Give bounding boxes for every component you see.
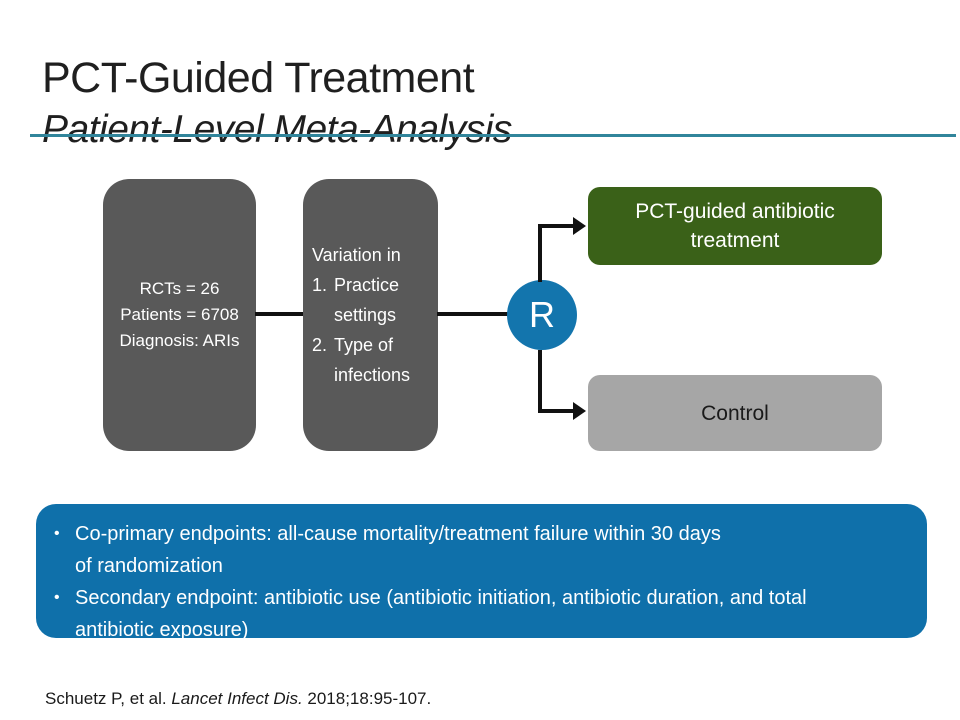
title-divider — [30, 134, 956, 137]
slide-subtitle: Patient-Level Meta-Analysis — [42, 108, 512, 152]
variation-heading: Variation in — [312, 245, 401, 265]
variation-item-2: 2. Type of infections — [312, 330, 438, 390]
variation-item-1-number: 1. — [312, 275, 328, 295]
endpoint-coprimary-line2: of randomization — [75, 555, 223, 577]
citation: Schuetz P, et al. Lancet Infect Dis. 201… — [45, 689, 431, 709]
control-arm-label: Control — [701, 401, 769, 425]
endpoint-coprimary: • Co-primary endpoints: all-cause mortal… — [54, 518, 907, 582]
arrowhead-to-control-arm — [573, 402, 586, 420]
endpoint-secondary-line2: antibiotic exposure) — [75, 619, 249, 641]
endpoint-secondary: • Secondary endpoint: antibiotic use (an… — [54, 582, 907, 646]
citation-authors: Schuetz P, et al. — [45, 689, 172, 708]
endpoint-coprimary-line1: Co-primary endpoints: all-cause mortalit… — [75, 523, 721, 545]
study-rcts: RCTs = 26 — [139, 279, 220, 298]
connector-r-down-vertical — [538, 350, 542, 413]
variation-item-1: 1. Practice settings — [312, 270, 438, 330]
connector-r-up-vertical — [538, 224, 542, 282]
variation-item-1-text: Practice settings — [334, 275, 400, 325]
bullet-icon: • — [54, 589, 60, 606]
pct-arm-box: PCT-guided antibiotic treatment — [588, 187, 882, 265]
citation-journal: Lancet Infect Dis. — [171, 689, 303, 708]
endpoint-secondary-text: Secondary endpoint: antibiotic use (anti… — [75, 582, 807, 646]
endpoint-coprimary-text: Co-primary endpoints: all-cause mortalit… — [75, 518, 721, 582]
randomization-label: R — [529, 294, 555, 335]
randomization-node: R — [507, 280, 577, 350]
study-diagnosis: Diagnosis: ARIs — [119, 331, 240, 350]
endpoints-panel: • Co-primary endpoints: all-cause mortal… — [36, 504, 927, 641]
connector-study-to-variation — [255, 312, 305, 316]
connector-variation-to-r — [437, 312, 508, 316]
arrowhead-to-pct-arm — [573, 217, 586, 235]
variation-item-2-text: Type of infections — [334, 335, 411, 385]
bullet-icon: • — [54, 525, 60, 542]
study-summary-box: RCTs = 26 Patients = 6708 Diagnosis: ARI… — [103, 179, 256, 451]
citation-issue: 2018;18:95-107. — [302, 689, 432, 708]
slide-title: PCT-Guided Treatment — [42, 53, 475, 102]
variation-box: Variation in 1. Practice settings 2. Typ… — [303, 179, 438, 451]
connector-r-down-horizontal — [538, 409, 575, 413]
study-patients: Patients = 6708 — [120, 305, 239, 324]
control-arm-box: Control — [588, 375, 882, 451]
connector-r-up-horizontal — [538, 224, 575, 228]
pct-arm-label: PCT-guided antibiotic treatment — [635, 200, 835, 252]
variation-item-2-number: 2. — [312, 335, 328, 355]
endpoint-secondary-line1: Secondary endpoint: antibiotic use (anti… — [75, 587, 807, 609]
